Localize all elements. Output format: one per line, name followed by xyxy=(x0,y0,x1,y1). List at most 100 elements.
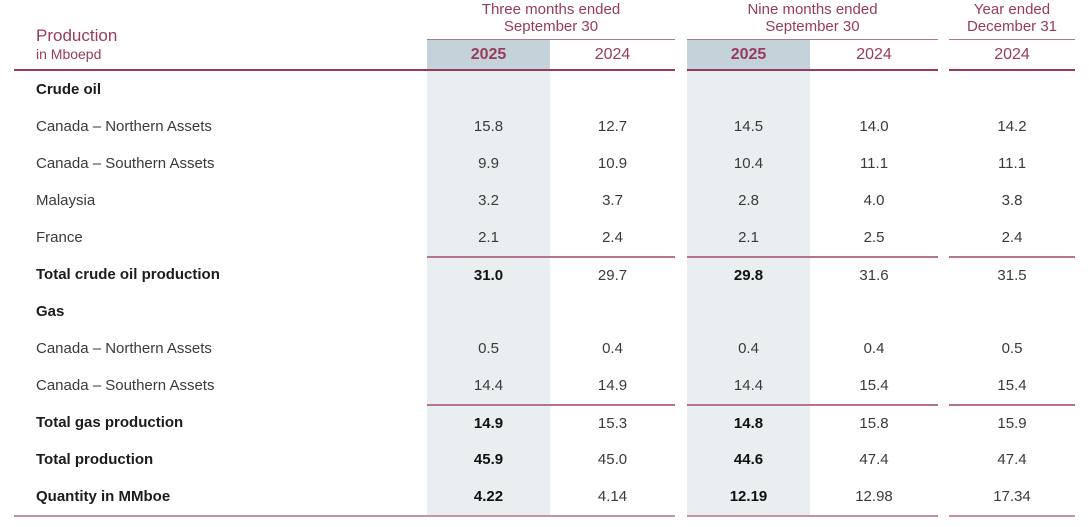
table-body: Crude oil Canada – Northern Assets 15.8 12.… xyxy=(14,71,1075,515)
row-label: Canada – Southern Assets xyxy=(36,155,215,172)
bottom-rule xyxy=(14,515,1075,517)
value-cell xyxy=(949,71,1075,108)
value-cell: 3.7 xyxy=(602,192,623,209)
year-header-2024: 2024 xyxy=(550,40,675,71)
table-row: Malaysia 3.2 3.7 2.8 4.0 3.8 xyxy=(14,182,1075,219)
value-cell xyxy=(550,293,675,330)
column-gap xyxy=(675,0,687,40)
value-cell: 47.4 xyxy=(997,451,1027,468)
row-label: Quantity in MMboe xyxy=(36,488,171,505)
value-cell: 12.7 xyxy=(597,118,628,135)
table-row: Total crude oil production 31.0 29.7 29.8 31… xyxy=(14,256,1075,293)
value-cell: 45.0 xyxy=(597,451,628,468)
table-row: Canada – Southern Assets 14.4 14.9 14.4 15.4… xyxy=(14,367,1075,404)
value-cell: 14.5 xyxy=(687,108,810,145)
column-gap xyxy=(675,330,687,367)
table-header: Production in Mboepd Three months ended … xyxy=(14,0,1075,71)
column-group-title-nine-months: Nine months ended September 30 xyxy=(687,0,938,40)
table-title-block: Production in Mboepd xyxy=(14,0,427,71)
column-gap xyxy=(675,182,687,219)
page-title: Production xyxy=(36,26,118,45)
value-cell xyxy=(427,71,550,108)
row-label: Gas xyxy=(36,303,65,320)
value-cell: 0.5 xyxy=(427,330,550,367)
value-cell: 14.9 xyxy=(597,377,628,394)
value-cell: 15.8 xyxy=(810,404,938,441)
value-cell: 15.8 xyxy=(427,108,550,145)
column-gap xyxy=(675,108,687,145)
column-gap xyxy=(675,478,687,515)
bottom-rule-segment xyxy=(14,515,675,517)
column-gap xyxy=(938,293,949,330)
table-row: Quantity in MMboe 4.22 4.14 12.19 12.98 17.34 xyxy=(14,478,1075,515)
column-gap xyxy=(938,0,949,40)
value-cell: 9.9 xyxy=(427,145,550,182)
column-gap xyxy=(938,478,949,515)
value-cell: 31.6 xyxy=(810,256,938,293)
value-cell: 31.0 xyxy=(427,256,550,293)
value-cell xyxy=(810,71,938,108)
value-cell: 15.4 xyxy=(997,377,1027,394)
value-cell: 0.4 xyxy=(687,330,810,367)
column-group-title-year-ended: Year ended December 31 xyxy=(949,0,1075,40)
value-cell: 10.9 xyxy=(597,155,628,172)
value-cell: 11.1 xyxy=(997,155,1027,172)
value-cell xyxy=(427,293,550,330)
bottom-rule-segment xyxy=(687,515,938,517)
column-gap xyxy=(938,441,949,478)
column-gap xyxy=(938,367,949,404)
value-cell: 4.14 xyxy=(597,488,628,505)
value-cell: 14.8 xyxy=(687,404,810,441)
value-cell: 2.1 xyxy=(427,219,550,256)
value-cell: 14.0 xyxy=(859,118,889,135)
value-cell: 3.2 xyxy=(427,182,550,219)
value-cell: 29.7 xyxy=(550,256,675,293)
value-cell: 4.0 xyxy=(863,192,885,209)
value-cell: 44.6 xyxy=(687,441,810,478)
value-cell xyxy=(687,71,810,108)
value-cell: 0.4 xyxy=(602,340,623,357)
column-gap xyxy=(675,441,687,478)
column-gap xyxy=(938,145,949,182)
row-label: Total gas production xyxy=(36,414,184,431)
value-cell: 11.1 xyxy=(859,155,889,172)
row-label: Total crude oil production xyxy=(36,266,220,283)
column-gap xyxy=(938,71,949,108)
column-gap xyxy=(938,182,949,219)
value-cell: 12.19 xyxy=(687,478,810,515)
table-row: Crude oil xyxy=(14,71,1075,108)
row-label: Canada – Northern Assets xyxy=(36,340,212,357)
column-gap xyxy=(675,404,687,441)
value-cell: 47.4 xyxy=(859,451,889,468)
group-title-line: Three months ended xyxy=(481,1,621,18)
value-cell: 31.5 xyxy=(949,256,1075,293)
value-cell: 14.2 xyxy=(997,118,1027,135)
value-cell: 12.98 xyxy=(855,488,893,505)
table-row: France 2.1 2.4 2.1 2.5 2.4 xyxy=(14,219,1075,256)
column-group-title-three-months: Three months ended September 30 xyxy=(427,0,675,40)
group-title-line: September 30 xyxy=(503,18,599,35)
column-gap xyxy=(675,367,687,404)
value-cell: 0.4 xyxy=(863,340,885,357)
value-cell: 2.8 xyxy=(687,182,810,219)
value-cell: 10.4 xyxy=(687,145,810,182)
value-cell xyxy=(687,293,810,330)
table-row: Canada – Northern Assets 0.5 0.4 0.4 0.4 0.5 xyxy=(14,330,1075,367)
table-row: Canada – Southern Assets 9.9 10.9 10.4 11.1 1… xyxy=(14,145,1075,182)
column-gap xyxy=(675,256,687,293)
value-cell: 45.9 xyxy=(427,441,550,478)
year-header-2025: 2025 xyxy=(687,40,810,71)
value-cell xyxy=(949,293,1075,330)
value-cell: 14.9 xyxy=(427,404,550,441)
value-cell: 15.9 xyxy=(949,404,1075,441)
value-cell xyxy=(550,71,675,108)
row-label: Total production xyxy=(36,451,154,468)
value-cell: 15.3 xyxy=(550,404,675,441)
column-gap xyxy=(675,71,687,108)
value-cell: 3.8 xyxy=(1001,192,1023,209)
row-label: Crude oil xyxy=(36,81,102,98)
value-cell xyxy=(810,293,938,330)
column-gap xyxy=(675,219,687,256)
group-title-line: Year ended xyxy=(973,1,1051,18)
